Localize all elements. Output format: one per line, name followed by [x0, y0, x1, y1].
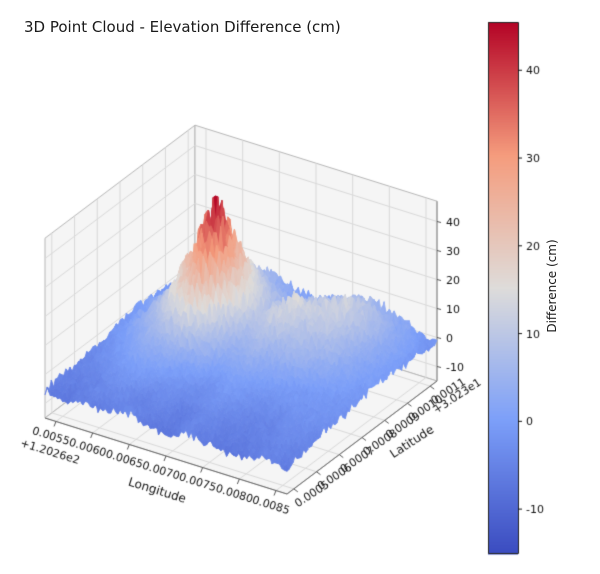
- colorbar-label: Difference (cm): [545, 239, 559, 333]
- chart-title: 3D Point Cloud - Elevation Difference (c…: [24, 18, 341, 36]
